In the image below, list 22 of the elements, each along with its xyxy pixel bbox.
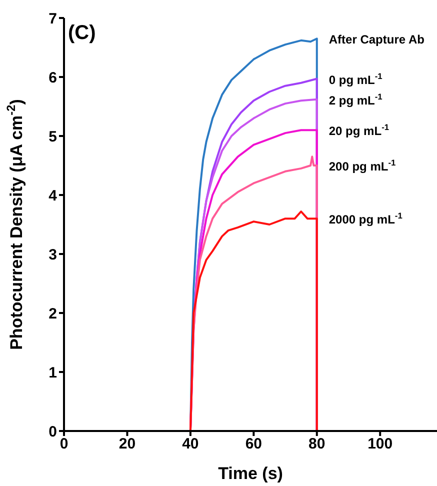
y-tick-label: 5 (48, 128, 57, 146)
x-axis-title: Time (s) (218, 464, 283, 483)
y-tick-label: 2 (48, 305, 57, 322)
series-label: After Capture Ab (328, 32, 424, 47)
y-tick-label: 7 (48, 10, 57, 28)
y-tick-label: 0 (48, 423, 57, 440)
x-tick-label: 60 (245, 436, 262, 453)
series-label: 2000 pg mL$^{-1}$ (328, 210, 403, 227)
series-label: 0 pg mL$^{-1}$ (328, 70, 383, 87)
y-tick-label: 1 (48, 364, 57, 382)
annotation: (C) (68, 22, 96, 45)
x-tick-label: 80 (308, 436, 326, 453)
x-tick-label: 100 (368, 436, 393, 453)
series-label: 20 pg mL$^{-1}$ (328, 122, 390, 138)
series-label: 200 pg mL$^{-1}$ (328, 158, 396, 174)
y-tick-label: 4 (48, 187, 58, 204)
x-tick-label: 0 (60, 436, 68, 453)
y-tick-label: 6 (48, 69, 57, 86)
x-tick-label: 20 (118, 436, 136, 453)
series-label: 2 pg mL$^{-1}$ (328, 91, 383, 108)
x-tick-label: 40 (182, 436, 199, 453)
y-tick-label: 3 (48, 246, 57, 264)
